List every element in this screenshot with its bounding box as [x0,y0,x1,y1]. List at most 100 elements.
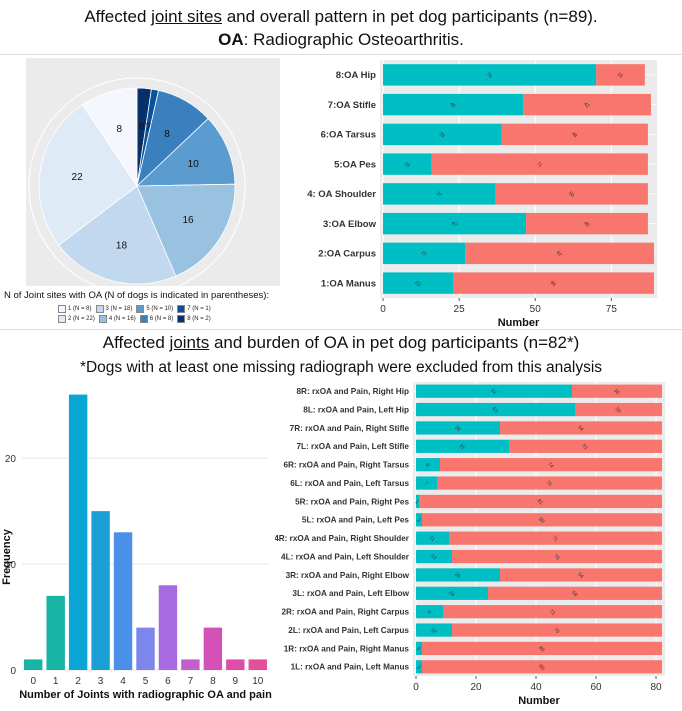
sites-data-label-s0-6: 27 [419,250,427,258]
sites-category-label-4: 4: OA Shoulder [307,189,376,200]
burden-bar-s1-4 [440,458,662,472]
burden-bar-s1-7 [422,513,662,527]
sites-category-label-0: 8:OA Hip [336,70,376,81]
pie-slice-label-0: 8 [139,121,145,132]
burden-bar-s0-4 [416,458,440,472]
sites-bar-s1-2 [501,123,648,146]
burden-data-label-s0-6: 1 [414,499,420,505]
sites-data-label-s1-3: 71 [535,161,543,169]
hist-x-tick-label-1: 1 [53,676,59,687]
pie-legend-swatch [177,305,186,313]
hist-bar-10 [248,659,267,670]
pie-legend-label: 3 (N = 18) [105,306,133,312]
bottom-title: Affected joints and burden of OA in pet … [102,333,580,352]
sites-data-label-s0-4: 37 [435,190,443,198]
burden-bar-s1-11 [488,586,662,600]
burden-tick-label-2: 40 [530,682,542,693]
divider-middle [0,329,682,330]
pie-slice-6 [38,104,138,246]
sites-data-label-s1-2: 48 [570,131,578,139]
burden-data-label-s1-0: 30 [612,388,620,396]
sites-x-axis-title: Number [498,317,540,328]
sites-bar-s1-0 [596,64,645,86]
pie-slice-label-3: 10 [188,159,200,170]
burden-data-label-s0-15: 2 [415,664,421,670]
burden-bar-s0-14 [416,641,422,656]
pie-legend-swatch [58,315,66,323]
burden-data-label-s1-8: 71 [551,535,559,543]
sites-bar-s0-0 [383,64,597,86]
pie-legend-item: 3 (N = 18) [95,305,133,313]
burden-bar-s1-12 [443,605,662,619]
pie-legend-item: 4 (N = 16) [98,315,136,323]
hist-bar-6 [158,585,178,670]
burden-bar-s0-8 [416,531,449,545]
pie-legend-item: 2 (N = 22) [58,315,95,323]
pie-legend-swatch [98,315,107,323]
hist-bar-1 [46,595,65,670]
sites-category-label-3: 5:OA Pes [334,159,376,170]
sites-tick-label-0: 0 [380,304,386,315]
burden-bar-s0-9 [416,549,452,564]
pie-legend-label: 4 (N = 16) [108,316,136,322]
burden-bar-s1-13 [452,623,662,637]
pie-legend: 1 (N = 8) 3 (N = 18) 5 (N = 10) 7 (N = 1) 2 … [58,305,215,325]
pie-legend-label: 7 (N = 1) [187,306,211,312]
sites-category-label-7: 1:OA Manus [321,278,376,289]
hist-bar-8 [203,627,223,670]
burden-category-label-5: 6L: rxOA and Pain, Left Tarsus [290,479,409,488]
burden-data-label-s0-13: 12 [429,627,437,635]
pie-caption: N of Joint sites with OA (N of dogs is i… [4,290,270,301]
burden-category-label-8: 4R: rxOA and Pain, Right Shoulder [275,534,410,543]
burden-data-label-s1-4: 74 [546,461,554,469]
burden-tick-label-1: 20 [470,682,482,693]
pie-legend-swatch [136,305,145,313]
burden-category-label-2: 7R: rxOA and Pain, Right Stifle [290,424,410,433]
burden-tick-label-4: 80 [650,682,662,693]
pie-slice-4 [136,183,236,277]
pie-legend-label: 5 (N = 10) [146,306,174,312]
sites-category-label-6: 2:OA Carpus [318,249,376,260]
burden-category-label-10: 3R: rxOA and Pain, Right Elbow [286,571,410,580]
pie-legend-label: 8 (N = 2) [187,316,211,322]
burden-x-axis-title: Number [518,695,560,707]
hist-x-axis-title: Number of Joints with radiographic OA an… [19,689,272,701]
pie-grid-circle [28,77,246,290]
sites-bar-s0-3 [383,153,432,175]
sites-data-label-s1-4: 50 [567,190,575,198]
hist-bar-5 [136,627,155,670]
hist-bar-4 [113,532,133,670]
burden-bar-s1-15 [422,660,662,674]
sites-bar-s0-2 [383,123,502,146]
burden-bar-s0-12 [416,605,443,619]
pie-slice-label-1: 7 [145,122,151,133]
pie-legend-item: 1 (N = 8) [58,305,92,313]
sites-data-label-s0-5: 47 [450,220,458,228]
pie-slice-label-6: 22 [72,172,84,183]
burden-data-label-s0-5: 7 [423,481,429,487]
pie-legend-swatch [177,315,186,323]
hist-x-tick-label-2: 2 [75,676,81,687]
hist-y-tick-label-2: 20 [5,454,17,465]
burden-category-label-12: 2R: rxOA and Pain, Right Carpus [281,608,409,617]
burden-bar-s0-5 [416,476,437,490]
sites-category-label-5: 3:OA Elbow [323,219,377,230]
burden-bar-s0-6 [416,494,419,509]
burden-data-label-s1-10: 54 [576,572,584,580]
sites-data-label-s0-0: 70 [485,71,493,79]
hist-bar-2 [68,394,88,670]
burden-data-label-s0-9: 12 [429,553,437,561]
pie-slice-7 [81,87,138,188]
burden-data-label-s1-7: 80 [537,516,545,524]
pie-legend-item: 8 (N = 2) [177,315,211,323]
top-subtitle: OA: Radiographic Osteoarthritis. [218,30,464,49]
top-title: Affected joint sites and overall pattern… [84,7,598,26]
burden-category-label-6: 5R: rxOA and Pain, Right Pes [295,497,409,506]
hist-x-tick-label-0: 0 [30,676,36,687]
burden-bar-s1-14 [422,641,662,656]
burden-bar-s0-13 [416,623,452,637]
joint-sites-stacked-bar: 70 16 8:OA Hip 46 42 7:OA Stifle 39 48 6:OA Tars… [307,60,657,328]
sites-bar-s0-4 [383,183,496,205]
burden-bar-s1-0 [572,384,662,398]
burden-bar-s0-7 [416,513,422,527]
